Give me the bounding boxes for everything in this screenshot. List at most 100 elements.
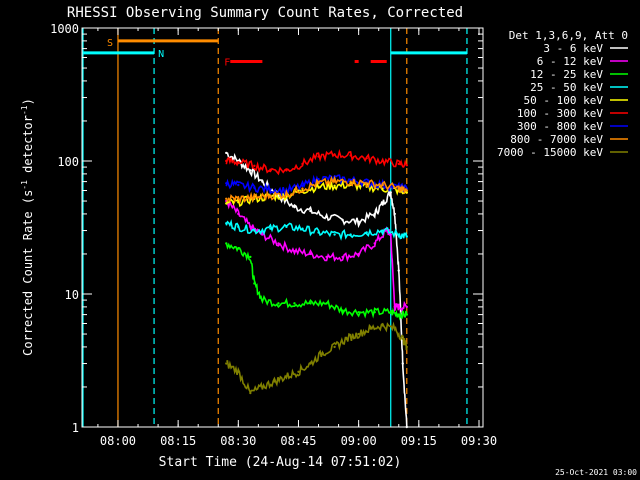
series-line bbox=[225, 198, 408, 313]
plot-lines bbox=[82, 28, 468, 427]
data-point bbox=[301, 162, 304, 166]
data-point bbox=[405, 235, 408, 238]
data-point bbox=[341, 255, 344, 259]
legend-label-0: 3 - 6 keV bbox=[543, 42, 603, 55]
x-tick-label: 09:15 bbox=[401, 434, 437, 448]
data-point bbox=[237, 225, 240, 229]
data-point bbox=[225, 182, 228, 185]
data-point bbox=[301, 184, 304, 188]
data-point bbox=[321, 351, 324, 355]
x-tick-label: 08:15 bbox=[160, 434, 196, 448]
data-point bbox=[397, 233, 400, 236]
y-axis-label-sup1: -1 bbox=[20, 180, 29, 190]
data-point bbox=[297, 370, 300, 374]
x-axis-label: Start Time (24-Aug-14 07:51:02) bbox=[159, 455, 402, 470]
chart-title: RHESSI Observing Summary Count Rates, Co… bbox=[67, 5, 463, 21]
data-point bbox=[381, 324, 384, 327]
data-point bbox=[285, 169, 288, 172]
data-point bbox=[237, 201, 240, 204]
y-tick-label: 10 bbox=[65, 288, 79, 302]
data-point bbox=[349, 154, 352, 157]
data-point bbox=[349, 233, 352, 236]
series-line bbox=[226, 321, 408, 394]
data-point bbox=[397, 269, 400, 272]
data-point bbox=[333, 345, 336, 349]
data-point bbox=[357, 310, 360, 314]
data-point bbox=[333, 180, 336, 183]
data-point bbox=[249, 391, 252, 395]
data-point bbox=[249, 255, 252, 259]
data-point bbox=[237, 370, 240, 374]
data-point bbox=[301, 187, 304, 190]
data-point bbox=[261, 233, 264, 236]
legend-label-3: 25 - 50 keV bbox=[530, 81, 603, 94]
data-point bbox=[273, 380, 276, 383]
data-point bbox=[261, 180, 264, 183]
data-point bbox=[349, 180, 352, 183]
data-point bbox=[381, 159, 384, 163]
data-point bbox=[341, 218, 344, 222]
data-point bbox=[401, 362, 404, 365]
data-point bbox=[389, 191, 392, 194]
data-point bbox=[397, 162, 400, 166]
data-point bbox=[405, 163, 408, 167]
data-point bbox=[253, 282, 256, 285]
marker-F: F bbox=[224, 57, 230, 68]
data-point bbox=[405, 345, 408, 349]
data-point bbox=[301, 227, 304, 230]
data-point bbox=[365, 156, 368, 160]
data-point bbox=[261, 385, 264, 389]
data-point bbox=[249, 169, 252, 172]
legend-label-7: 800 - 7000 keV bbox=[510, 133, 603, 146]
data-point bbox=[389, 233, 392, 236]
data-point bbox=[373, 310, 376, 314]
series-line bbox=[226, 152, 408, 428]
data-point bbox=[293, 302, 296, 305]
data-point bbox=[253, 164, 256, 168]
data-point bbox=[325, 255, 328, 259]
data-point bbox=[381, 202, 384, 205]
data-point bbox=[365, 231, 368, 234]
x-tick-label: 08:00 bbox=[100, 434, 136, 448]
data-point bbox=[397, 305, 400, 309]
data-point bbox=[345, 337, 348, 341]
data-point bbox=[317, 177, 320, 181]
data-point bbox=[277, 302, 280, 305]
data-point bbox=[317, 231, 320, 234]
legend-title: Det 1,3,6,9, Att 0 bbox=[509, 29, 628, 42]
data-point bbox=[293, 249, 296, 253]
y-tick-label: 1 bbox=[72, 421, 79, 435]
data-point bbox=[293, 205, 296, 209]
y-tick-label: 1000 bbox=[50, 22, 79, 36]
data-point bbox=[253, 186, 256, 189]
data-point bbox=[401, 337, 404, 341]
data-point bbox=[381, 229, 384, 232]
data-point bbox=[393, 327, 396, 330]
marker-N: N bbox=[158, 49, 164, 60]
x-axis: 08:00 08:15 08:30 08:45 09:00 09:15 09:30 bbox=[97, 28, 497, 448]
data-point bbox=[269, 188, 272, 191]
data-point bbox=[317, 182, 320, 185]
series-7 bbox=[225, 175, 408, 205]
data-point bbox=[225, 151, 228, 155]
data-point bbox=[405, 305, 408, 309]
plot-frame bbox=[81, 27, 484, 428]
y-axis-label-end: ) bbox=[21, 98, 35, 105]
data-point bbox=[309, 252, 312, 256]
y-axis-label-main: Corrected Count Rate (s bbox=[21, 190, 35, 356]
data-point bbox=[397, 187, 400, 190]
data-point bbox=[309, 362, 312, 365]
legend-label-6: 300 - 800 keV bbox=[517, 120, 603, 133]
data-point bbox=[225, 159, 228, 163]
series-2 bbox=[225, 242, 408, 321]
data-point bbox=[285, 375, 288, 378]
data-point bbox=[285, 225, 288, 229]
data-point bbox=[237, 197, 240, 200]
data-point bbox=[325, 215, 328, 219]
x-tick-label: 08:30 bbox=[220, 434, 256, 448]
data-point bbox=[405, 191, 408, 194]
data-point bbox=[333, 153, 336, 156]
data-point bbox=[237, 212, 240, 216]
y-axis: 1 10 100 1000 bbox=[50, 22, 483, 435]
